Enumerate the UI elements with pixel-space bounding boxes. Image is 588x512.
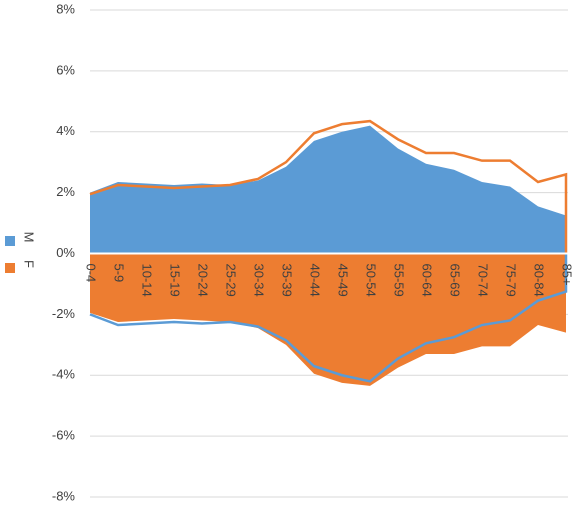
area [90,253,566,386]
x-tick-label: 40-44 [308,264,323,297]
y-tick-label: -4% [52,367,76,382]
y-tick-label: 8% [56,1,75,16]
y-tick-label: -8% [52,488,76,503]
x-tick-label: 5-9 [112,264,127,283]
x-tick-label: 10-14 [140,264,155,297]
x-tick-label: 65-69 [448,264,463,297]
x-tick-label: 25-29 [224,264,239,297]
x-tick-label: 85+ [560,264,575,286]
y-tick-label: 6% [56,62,75,77]
legend-label: M [22,232,37,243]
legend-label: F [22,260,37,268]
x-tick-label: 35-39 [280,264,295,297]
y-tick-label: 4% [56,123,75,138]
legend-swatch [5,263,15,273]
x-tick-label: 60-64 [420,264,435,297]
y-tick-label: -2% [52,306,76,321]
x-tick-label: 75-79 [504,264,519,297]
y-tick-label: 0% [56,245,75,260]
x-tick-label: 15-19 [168,264,183,297]
x-tick-label: 70-74 [476,264,491,297]
mirror-line [89,119,568,254]
legend-swatch [5,236,15,246]
y-tick-label: -6% [52,428,76,443]
x-tick-label: 20-24 [196,264,211,297]
x-tick-label: 55-59 [392,264,407,297]
x-tick-label: 30-34 [252,264,267,297]
x-tick-label: 80-84 [532,264,547,297]
x-tick-label: 50-54 [364,264,379,297]
area [90,125,566,254]
x-tick-label: 45-49 [336,264,351,297]
y-tick-label: 2% [56,184,75,199]
x-tick-label: 0-4 [84,264,99,283]
mirror-line [89,253,568,383]
